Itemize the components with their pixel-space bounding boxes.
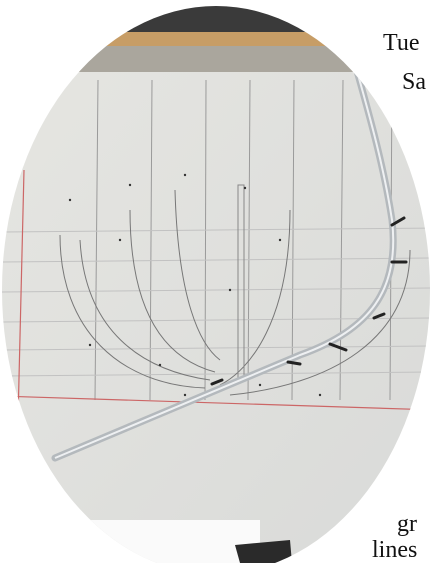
photo (0, 0, 436, 563)
paper-corner (60, 520, 260, 563)
board-edge (0, 46, 436, 72)
text-line: lines (372, 537, 417, 563)
page-canvas: Tue Sa gr lines (0, 0, 436, 563)
page: Tue Sa gr lines (() => { const data = JS… (0, 0, 436, 563)
text-line: Tue (383, 30, 419, 56)
text-line: Sa (402, 69, 426, 95)
wood-strip (0, 32, 436, 46)
text-line: gr (397, 511, 417, 537)
dark-edge (0, 0, 436, 32)
